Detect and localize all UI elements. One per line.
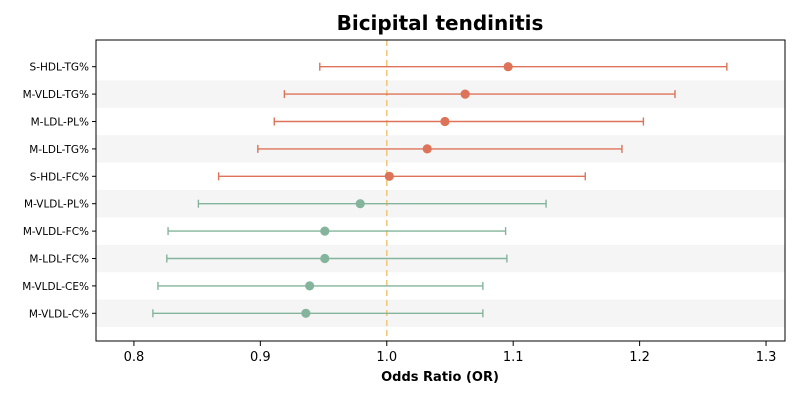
estimate-row bbox=[257, 144, 623, 154]
category-label: S-HDL-TG% bbox=[30, 62, 89, 74]
category-label: M-LDL-FC% bbox=[29, 254, 89, 266]
point-estimate bbox=[320, 226, 330, 236]
category-label: M-VLDL-CE% bbox=[22, 281, 89, 293]
plot-frame bbox=[95, 39, 786, 342]
estimate-row bbox=[167, 226, 507, 236]
chart-title: Bicipital tendinitis bbox=[337, 11, 544, 35]
estimate-row bbox=[166, 253, 508, 264]
estimate-row bbox=[217, 171, 586, 181]
category-label: M-VLDL-FC% bbox=[23, 226, 89, 238]
point-estimate bbox=[305, 281, 315, 291]
x-tick-label: 0.8 bbox=[124, 350, 145, 365]
category-label: M-VLDL-PL% bbox=[24, 199, 89, 211]
point-estimate bbox=[440, 116, 450, 127]
x-tick-label: 1.1 bbox=[503, 350, 524, 365]
category-label: M-VLDL-TG% bbox=[23, 89, 89, 101]
estimate-row bbox=[283, 89, 676, 99]
point-estimate bbox=[355, 199, 365, 209]
point-estimate bbox=[460, 89, 470, 99]
category-label: M-VLDL-C% bbox=[29, 308, 89, 320]
estimate-row bbox=[157, 281, 484, 291]
x-tick-label: 1.3 bbox=[756, 350, 777, 365]
x-tick-label: 0.9 bbox=[250, 350, 271, 365]
point-estimate bbox=[503, 62, 513, 72]
category-label: M-LDL-PL% bbox=[31, 117, 89, 129]
x-tick-label: 1.2 bbox=[629, 350, 650, 365]
category-label: M-LDL-TG% bbox=[29, 144, 89, 156]
x-tick-label: 1.0 bbox=[376, 350, 397, 365]
category-label: S-HDL-FC% bbox=[30, 171, 89, 183]
estimate-row bbox=[319, 62, 728, 72]
x-axis-label: Odds Ratio (OR) bbox=[381, 370, 499, 385]
y-axis: S-HDL-TG% M-VLDL-TG% M-LDL-PL% M-LDL-TG% S-H… bbox=[22, 62, 96, 320]
point-estimate bbox=[384, 171, 394, 181]
point-estimate bbox=[301, 308, 311, 318]
estimate-row bbox=[273, 116, 645, 127]
estimate-row bbox=[152, 308, 484, 318]
estimate-row bbox=[197, 199, 547, 209]
estimate-rows bbox=[152, 62, 728, 318]
x-axis: 0.8 0.9 1.0 1.1 1.2 1.3 bbox=[124, 341, 777, 365]
point-estimate bbox=[422, 144, 432, 154]
point-estimate bbox=[320, 253, 330, 264]
